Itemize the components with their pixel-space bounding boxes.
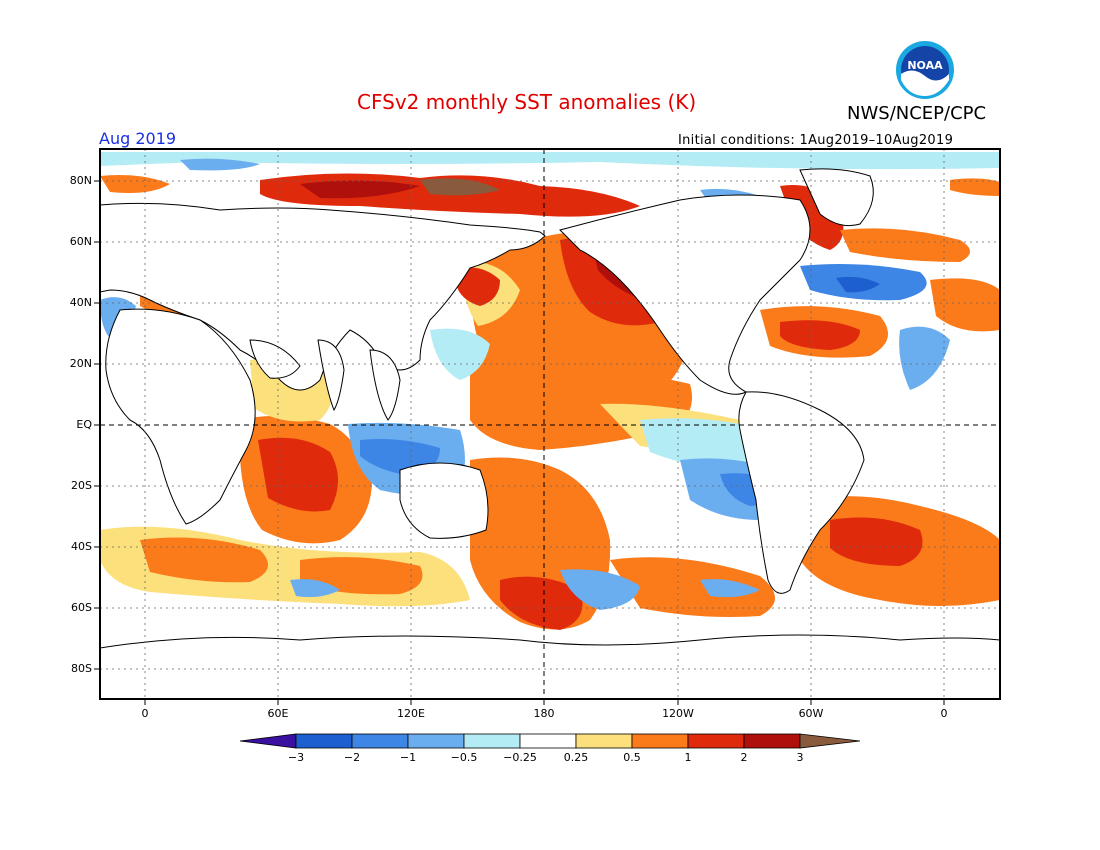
colorbar-bin xyxy=(575,733,633,749)
lat-label: 80N xyxy=(69,174,92,187)
colorbar-bin xyxy=(239,733,297,749)
colorbar-tick-label: 2 xyxy=(740,751,748,764)
lon-label: 60E xyxy=(267,707,289,720)
colorbar-bin xyxy=(631,733,689,749)
colorbar-tick-label: −0.5 xyxy=(450,751,478,764)
colorbar-tick-label: −1 xyxy=(399,751,417,764)
colorbar-tick-label: −0.25 xyxy=(503,751,537,764)
lon-label: 60W xyxy=(798,707,824,720)
lat-label: 40N xyxy=(69,296,92,309)
colorbar-tick-label: 0.5 xyxy=(623,751,641,764)
colorbar-bin xyxy=(519,733,577,749)
axis-ticks xyxy=(94,180,945,705)
agency-label: NWS/NCEP/CPC xyxy=(847,103,987,124)
noaa-logo: NOAA xyxy=(895,40,955,100)
forecast-month: Aug 2019 xyxy=(99,129,177,148)
colorbar-tick-label: −2 xyxy=(343,751,361,764)
lat-label: 20S xyxy=(71,479,92,492)
colorbar-tick-label: 0.25 xyxy=(563,751,589,764)
initial-conditions-label: Initial conditions: 1Aug2019–10Aug2019 xyxy=(678,133,954,148)
lat-label: 40S xyxy=(71,540,92,553)
colorbar-tick-label: 1 xyxy=(684,751,692,764)
equator-dateline xyxy=(100,149,1000,699)
lon-label: 120E xyxy=(397,707,425,720)
lat-label: EQ xyxy=(76,418,92,431)
colorbar-bin xyxy=(799,733,861,749)
map-frame xyxy=(99,148,1001,700)
colorbar-bin xyxy=(351,733,409,749)
colorbar-bin xyxy=(463,733,521,749)
colorbar-tick-label: −3 xyxy=(287,751,305,764)
colorbar-bin xyxy=(687,733,745,749)
noaa-logo-text: NOAA xyxy=(907,59,943,72)
lat-label: 60N xyxy=(69,235,92,248)
lat-label: 60S xyxy=(71,601,92,614)
lon-label: 0 xyxy=(141,707,149,720)
map-title: CFSv2 monthly SST anomalies (K) xyxy=(357,90,697,114)
lat-label: 80S xyxy=(71,662,92,675)
lat-label: 20N xyxy=(69,357,92,370)
colorbar xyxy=(239,733,861,749)
colorbar-bin xyxy=(407,733,465,749)
colorbar-bin xyxy=(295,733,353,749)
lon-label: 0 xyxy=(940,707,948,720)
colorbar-bin xyxy=(743,733,801,749)
lon-label: 120W xyxy=(662,707,694,720)
map-gridlines xyxy=(100,149,1000,699)
continents xyxy=(100,168,1000,699)
colorbar-tick-label: 3 xyxy=(796,751,804,764)
lon-label: 180 xyxy=(533,707,555,720)
